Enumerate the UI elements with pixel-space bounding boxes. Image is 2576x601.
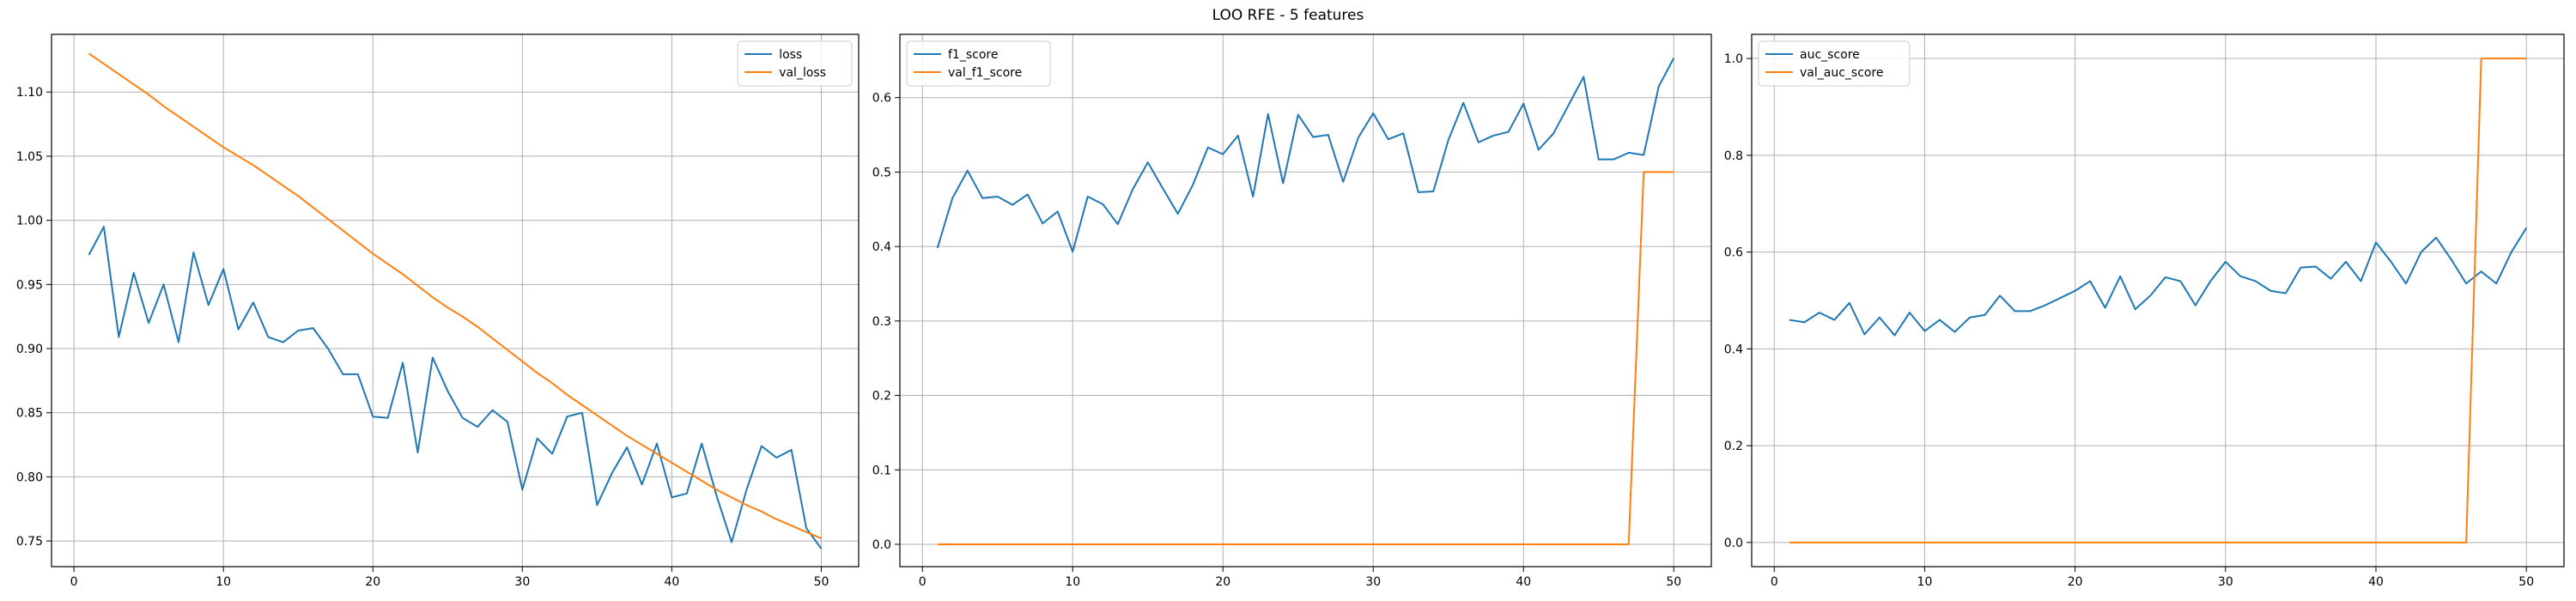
y-tick-label: 0.4: [1724, 343, 1743, 356]
y-tick-label: 0.2: [872, 390, 891, 404]
legend-box: [737, 40, 853, 87]
y-tick-label: 0.0: [1724, 537, 1743, 550]
x-tick-label: 40: [2368, 575, 2384, 589]
y-tick-label: 0.75: [16, 535, 43, 549]
loss-line: [88, 226, 823, 549]
y-tick-label: 1.05: [16, 150, 43, 164]
x-tick-label: 50: [1666, 575, 1681, 589]
auc_score-line: [1789, 227, 2528, 337]
y-tick-label: 0.4: [872, 240, 891, 254]
y-tick-label: 0.95: [16, 278, 43, 292]
y-tick-label: 0.0: [872, 538, 891, 552]
legend-label: val_loss: [779, 66, 826, 80]
legend: loss val_loss: [737, 40, 853, 87]
y-tick-label: 0.85: [16, 407, 43, 421]
x-tick-label: 40: [664, 575, 679, 589]
loss-chart-panel: 0 10 20 30 40 50 0.75 0.80 0.85 0.90 0.95 1.00 1.05 1…: [16, 33, 860, 589]
figure-title: LOO RFE - 5 features: [1212, 7, 1364, 24]
x-tick-label: 20: [365, 575, 380, 589]
x-tick-label: 20: [2068, 575, 2083, 589]
legend-label: f1_score: [948, 48, 998, 62]
x-tick-label: 0: [70, 575, 78, 589]
y-tick-label: 1.0: [1724, 52, 1743, 66]
x-tick-label: 20: [1215, 575, 1230, 589]
legend: auc_score val_auc_score: [1758, 40, 1911, 87]
x-tick-label: 10: [1065, 575, 1080, 589]
axes-frame: [899, 33, 1712, 568]
x-tick-label: 30: [2218, 575, 2233, 589]
y-tick-label: 0.3: [872, 315, 891, 329]
y-tick-label: 0.8: [1724, 149, 1743, 163]
x-tick-label: 50: [814, 575, 829, 589]
axes-frame: [51, 33, 860, 568]
x-tick-label: 30: [1365, 575, 1381, 589]
legend-label: loss: [779, 48, 802, 62]
val_auc_score-line: [1789, 58, 2527, 543]
y-tick-label: 0.90: [16, 343, 43, 356]
legend-box: [1758, 40, 1911, 87]
y-tick-label: 0.6: [872, 92, 891, 106]
legend-label: val_f1_score: [948, 66, 1022, 80]
y-tick-label: 0.1: [872, 464, 891, 477]
y-tick-label: 0.5: [872, 166, 891, 179]
axes-frame: [1751, 33, 2565, 568]
y-tick-label: 0.2: [1724, 440, 1743, 453]
legend: f1_score val_f1_score: [906, 40, 1051, 87]
val_f1_score-line: [937, 171, 1674, 545]
x-tick-label: 50: [2518, 575, 2534, 589]
y-tick-label: 1.00: [16, 215, 43, 228]
x-tick-label: 30: [514, 575, 530, 589]
auc-chart-panel: 0 10 20 30 40 50 0.0 0.2 0.4 0.6 0.8 1.0 auc_scoreva…: [1724, 33, 2565, 589]
y-tick-label: 0.6: [1724, 246, 1743, 260]
val_loss-line: [88, 52, 822, 540]
x-tick-label: 0: [1771, 575, 1778, 589]
legend-label: auc_score: [1800, 48, 1860, 62]
y-tick-label: 1.10: [16, 86, 43, 100]
legend-box: [906, 40, 1051, 87]
f1-chart-panel: 0 10 20 30 40 50 0.0 0.1 0.2 0.3 0.4 0.5 0.6 f1_score…: [872, 33, 1712, 589]
x-tick-label: 40: [1516, 575, 1531, 589]
x-tick-label: 10: [216, 575, 231, 589]
x-tick-label: 10: [1917, 575, 1933, 589]
legend-label: val_auc_score: [1800, 66, 1884, 80]
y-tick-label: 0.80: [16, 470, 43, 484]
f1_score-line: [936, 58, 1675, 253]
x-tick-label: 0: [919, 575, 927, 589]
